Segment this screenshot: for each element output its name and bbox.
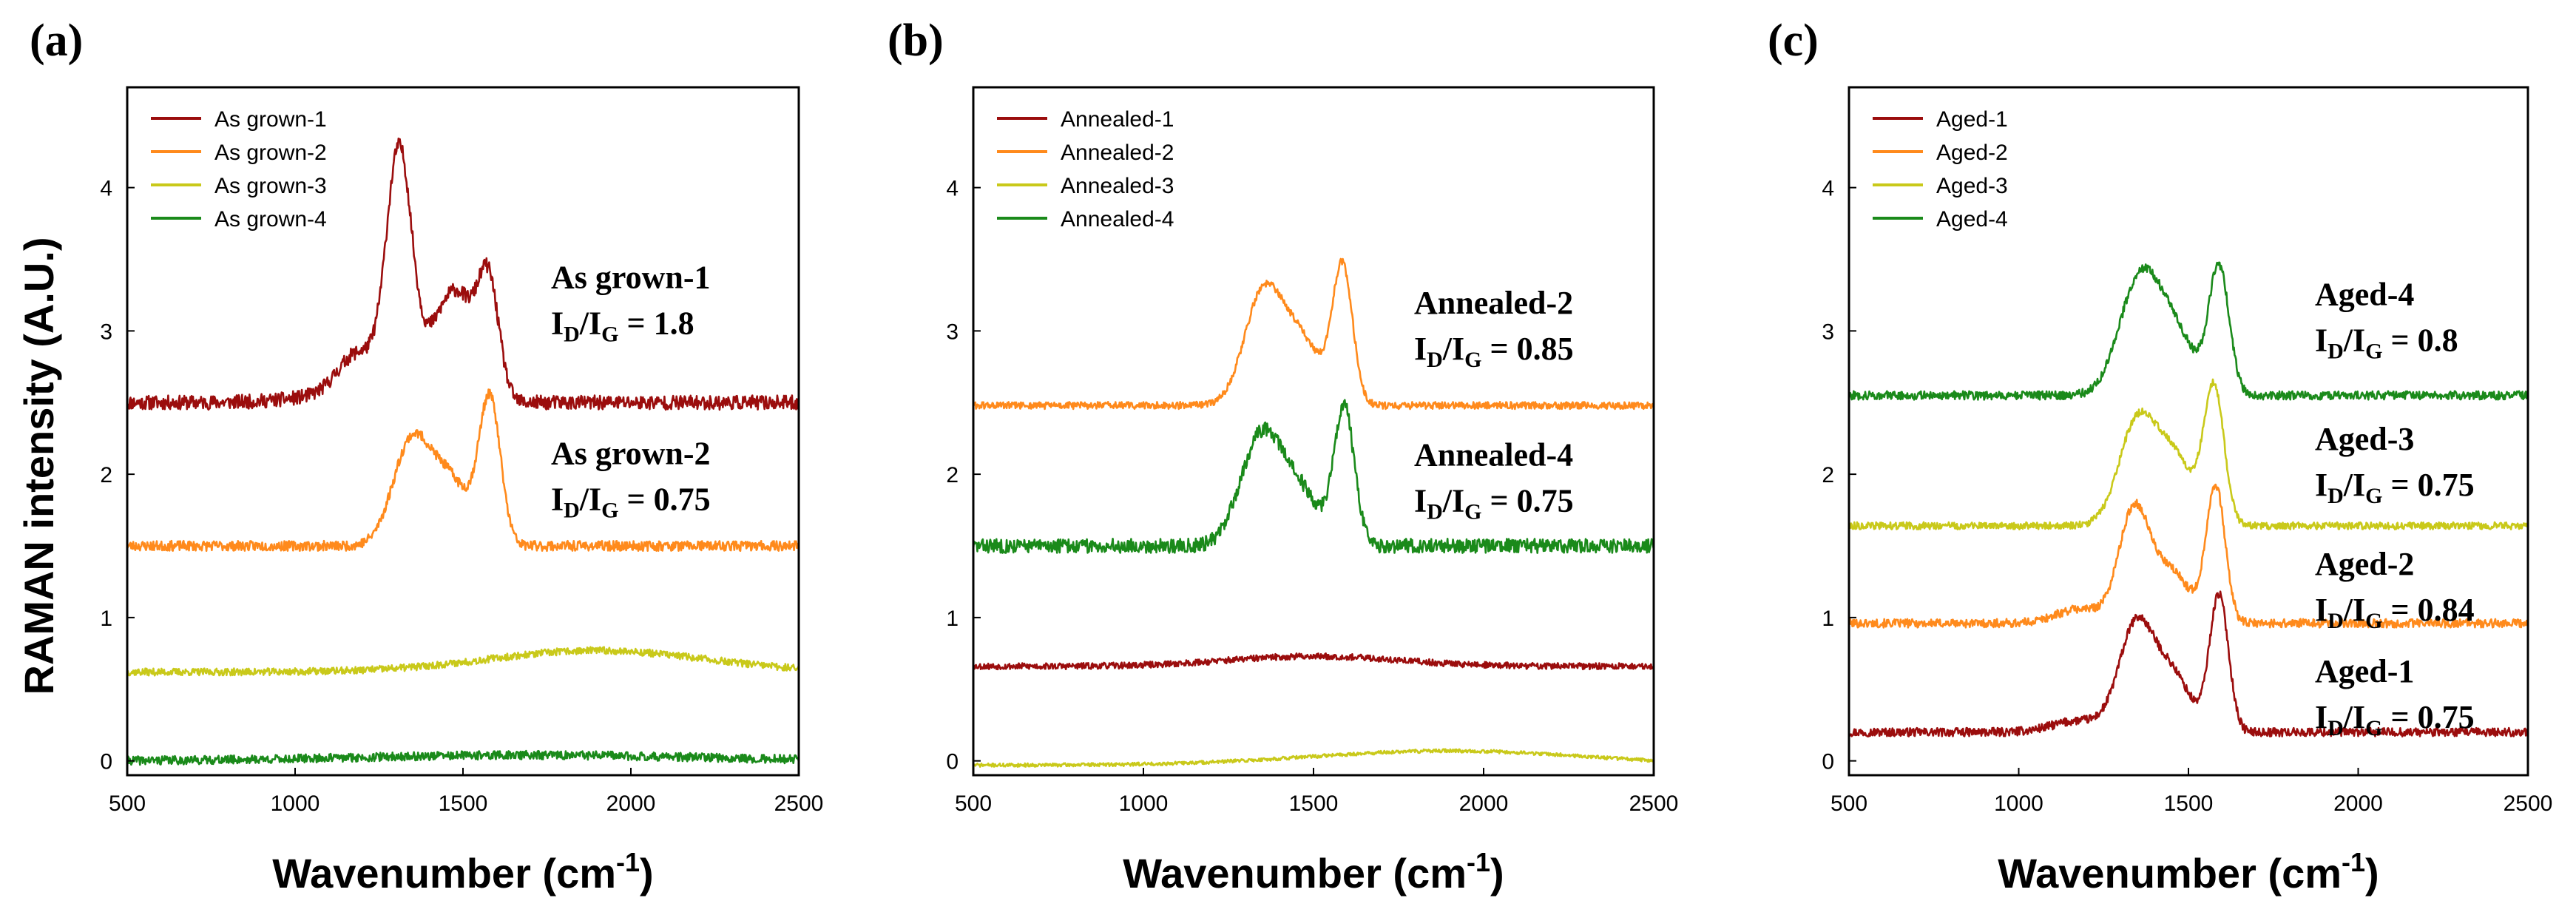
annotation-ratio: ID/IG = 0.8 — [2315, 323, 2458, 364]
x-tick-label: 1500 — [2164, 791, 2214, 816]
y-tick-label: 1 — [1822, 607, 1834, 631]
y-tick-label: 1 — [946, 607, 959, 631]
legend-label: As grown-2 — [214, 141, 327, 165]
x-tick-label: 500 — [109, 791, 146, 816]
legend-label: Annealed-1 — [1061, 107, 1174, 132]
x-axis-label: Wavenumber (cm-1) — [272, 847, 653, 897]
y-tick-label: 3 — [1822, 320, 1834, 344]
annotation: Aged-4 ID/IG = 0.8 — [2315, 277, 2458, 364]
annotation-ratio: ID/IG = 0.85 — [1414, 331, 1574, 372]
x-tick-label: 500 — [955, 791, 992, 816]
y-tick-label: 1 — [100, 607, 112, 631]
series-line-4 — [973, 399, 1654, 554]
series-line-4 — [127, 749, 799, 766]
y-axis-label: RAMAN intensity (A.U.) — [16, 237, 62, 695]
x-tick-label: 2500 — [774, 791, 824, 816]
y-tick-label: 4 — [1822, 177, 1834, 201]
series-line-2 — [973, 257, 1654, 411]
series-line-1 — [127, 138, 799, 411]
x-tick-label: 2000 — [606, 791, 656, 816]
x-tick-label: 2500 — [1629, 791, 1679, 816]
annotation: Aged-2 ID/IG = 0.84 — [2315, 546, 2475, 633]
y-tick-label: 2 — [100, 463, 112, 487]
legend-label: As grown-1 — [214, 107, 327, 132]
series-line-2 — [127, 388, 799, 553]
y-tick-label: 4 — [100, 177, 112, 201]
legend-label: Annealed-3 — [1061, 174, 1174, 198]
annotation: As grown-1 ID/IG = 1.8 — [551, 259, 711, 346]
legend-label: Aged-3 — [1936, 174, 2008, 198]
x-tick-label: 1500 — [439, 791, 488, 816]
x-tick-label: 1000 — [1119, 791, 1169, 816]
x-tick-label: 2500 — [2504, 791, 2553, 816]
legend: As grown-1 As grown-2 As grown-3 As grown-4 — [151, 107, 327, 232]
series-lines — [127, 138, 799, 766]
y-tick-label: 4 — [946, 177, 959, 201]
annotation-ratio: ID/IG = 0.84 — [2315, 592, 2475, 633]
annotation-name: Aged-2 — [2315, 546, 2414, 582]
legend-label: As grown-4 — [214, 207, 327, 232]
series-line-3 — [1849, 378, 2528, 530]
legend: Aged-1 Aged-2 Aged-3 Aged-4 — [1873, 107, 2008, 232]
x-axis-label: Wavenumber (cm-1) — [1998, 847, 2379, 897]
annotation: As grown-2 ID/IG = 0.75 — [551, 436, 711, 523]
legend-label: Annealed-4 — [1061, 207, 1174, 232]
legend: Annealed-1 Annealed-2 Annealed-3 Annealed-4 — [997, 107, 1174, 232]
x-axis-label: Wavenumber (cm-1) — [1123, 847, 1504, 897]
y-tick-label: 2 — [1822, 463, 1834, 487]
series-lines — [1849, 261, 2528, 737]
legend-label: Aged-1 — [1936, 107, 2008, 132]
series-line-3 — [127, 646, 799, 677]
legend-label: Aged-4 — [1936, 207, 2008, 232]
annotation-name: Aged-3 — [2315, 421, 2414, 457]
legend-label: As grown-3 — [214, 174, 327, 198]
panel-letter: (b) — [888, 16, 944, 66]
annotation-ratio: ID/IG = 1.8 — [551, 305, 694, 346]
panel-letter: (a) — [30, 16, 83, 66]
annotation-ratio: ID/IG = 0.75 — [551, 482, 711, 523]
y-axis-title: RAMAN intensity (A.U.) — [16, 237, 62, 695]
annotation-name: Aged-1 — [2315, 653, 2414, 689]
annotation-ratio: ID/IG = 0.75 — [2315, 467, 2475, 508]
x-tick-label: 1500 — [1289, 791, 1339, 816]
x-tick-label: 1000 — [271, 791, 320, 816]
annotation-name: Annealed-2 — [1414, 285, 1573, 321]
annotation: Annealed-2 ID/IG = 0.85 — [1414, 285, 1574, 372]
x-tick-label: 2000 — [2333, 791, 2383, 816]
x-tick-label: 500 — [1830, 791, 1867, 816]
y-tick-label: 0 — [100, 750, 112, 774]
legend-label: Aged-2 — [1936, 141, 2008, 165]
annotation: Annealed-4 ID/IG = 0.75 — [1414, 437, 1574, 524]
series-line-1 — [973, 652, 1654, 671]
panel-3: (c) 500 1000 1500 2000 2500 0 1 2 3 4 Wavenumber (c… — [1768, 16, 2552, 897]
annotation-name: As grown-2 — [551, 436, 711, 472]
x-tick-label: 1000 — [1994, 791, 2043, 816]
y-tick-label: 3 — [100, 320, 112, 344]
y-tick-label: 0 — [1822, 750, 1834, 774]
series-line-3 — [973, 748, 1654, 768]
series-line-1 — [1849, 590, 2528, 737]
series-line-2 — [1849, 483, 2528, 629]
annotation-name: As grown-1 — [551, 259, 711, 295]
legend-label: Annealed-2 — [1061, 141, 1174, 165]
annotation-name: Annealed-4 — [1414, 437, 1573, 473]
panel-2: (b) 500 1000 1500 2000 2500 0 1 2 3 4 Wavenumber (c… — [888, 16, 1678, 897]
annotation-name: Aged-4 — [2315, 277, 2414, 313]
y-tick-label: 0 — [946, 750, 959, 774]
panel-1: (a) 500 1000 1500 2000 2500 0 1 2 3 4 Wavenumber (c… — [30, 16, 823, 897]
x-tick-label: 2000 — [1459, 791, 1509, 816]
annotation-ratio: ID/IG = 0.75 — [2315, 699, 2475, 740]
annotation: Aged-1 ID/IG = 0.75 — [2315, 653, 2475, 740]
series-lines — [973, 257, 1654, 768]
y-tick-label: 3 — [946, 320, 959, 344]
series-line-4 — [1849, 261, 2528, 401]
annotation: Aged-3 ID/IG = 0.75 — [2315, 421, 2475, 508]
panel-letter: (c) — [1768, 16, 1819, 66]
annotation-ratio: ID/IG = 0.75 — [1414, 483, 1574, 524]
y-tick-label: 2 — [946, 463, 959, 487]
